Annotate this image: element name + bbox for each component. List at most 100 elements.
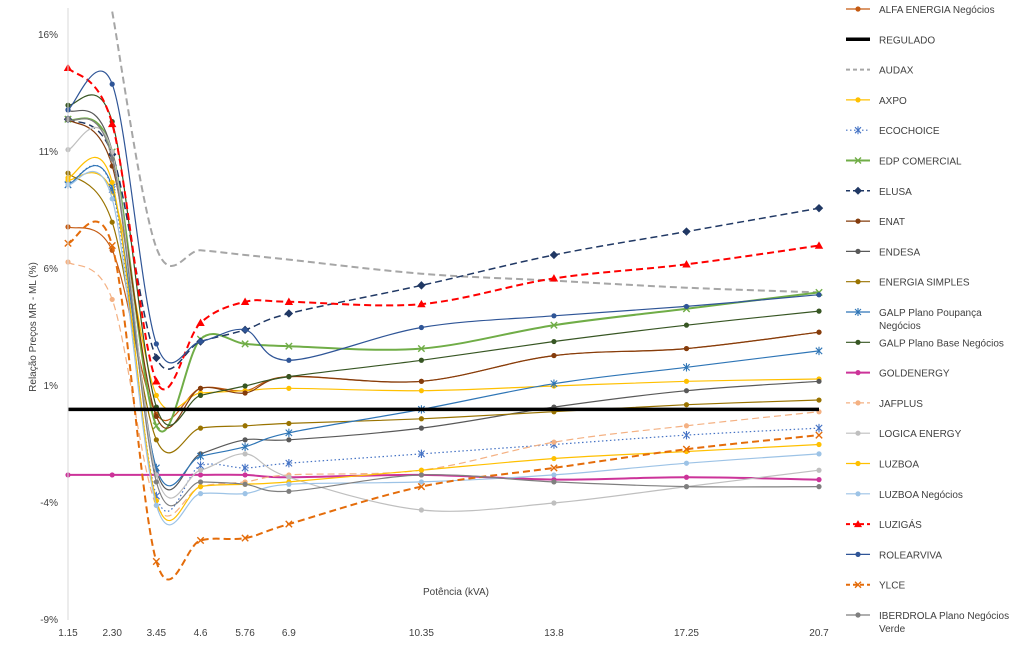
data-point xyxy=(551,313,557,319)
data-point xyxy=(286,488,292,494)
data-point xyxy=(196,318,205,327)
data-point xyxy=(286,385,292,391)
x-tick-label: 4.6 xyxy=(194,628,208,639)
series-6 xyxy=(63,115,824,370)
legend-item: ROLEARVIVA xyxy=(846,550,942,561)
data-point xyxy=(109,219,115,225)
data-point xyxy=(683,402,690,408)
data-point xyxy=(107,119,117,128)
series-16 xyxy=(65,170,822,526)
legend-item: ELUSA xyxy=(846,186,912,198)
y-tick-label: 16% xyxy=(38,30,58,41)
data-point xyxy=(418,425,425,431)
data-point xyxy=(417,281,426,290)
x-tick-label: 5.76 xyxy=(235,628,255,639)
x-tick-label: 20.7 xyxy=(809,628,829,639)
legend-item: GALP Plano Poupança Negócios xyxy=(846,308,982,332)
legend-label: GALP Plano Poupança Negócios xyxy=(879,308,982,332)
data-point xyxy=(683,322,690,328)
legend-item: LUZIGÁS xyxy=(846,518,922,531)
data-point xyxy=(682,260,691,268)
data-point xyxy=(197,467,204,473)
legend-label: ENERGIA SIMPLES xyxy=(879,278,970,289)
data-point xyxy=(242,423,248,429)
series-line xyxy=(67,70,820,364)
data-point xyxy=(242,472,248,478)
data-point xyxy=(153,479,159,485)
x-axis-title: Potência (kVA) xyxy=(423,587,489,598)
series-14 xyxy=(65,126,822,513)
legend-label: LUZBOA Negócios xyxy=(879,490,963,501)
legend-label: YLCE xyxy=(879,581,905,592)
legend-item: AUDAX xyxy=(846,66,914,77)
legend-item: ALFA ENERGIA Negócios xyxy=(846,5,995,16)
data-point xyxy=(242,390,248,396)
legend-label: LUZIGÁS xyxy=(879,518,922,531)
legend-marker xyxy=(854,186,862,195)
data-point xyxy=(241,340,249,348)
data-point xyxy=(418,357,425,363)
legend-item: REGULADO xyxy=(846,35,935,46)
series-7 xyxy=(65,116,822,429)
data-point xyxy=(682,445,691,453)
data-point xyxy=(683,474,690,480)
data-point xyxy=(286,374,292,380)
data-point xyxy=(815,423,823,433)
legend-marker xyxy=(855,248,861,254)
legend-item: YLCE xyxy=(846,581,905,592)
data-point xyxy=(551,338,557,345)
data-point xyxy=(683,378,690,384)
data-point xyxy=(241,442,249,452)
legend-label: ELUSA xyxy=(879,187,912,198)
data-point xyxy=(815,346,823,356)
series-line xyxy=(67,94,820,426)
data-point xyxy=(153,437,159,443)
y-axis-title: Relação Preços MR - ML (%) xyxy=(28,262,39,392)
data-point xyxy=(241,463,249,473)
data-point xyxy=(197,479,204,485)
data-point xyxy=(418,324,425,331)
data-point xyxy=(197,392,204,398)
legend-item: LUZBOA Negócios xyxy=(846,490,963,501)
legend-item: GOLDENERGY xyxy=(846,369,950,380)
data-point xyxy=(285,342,293,350)
legend-item: AXPO xyxy=(846,96,907,107)
legend-marker xyxy=(855,400,861,406)
data-point xyxy=(551,455,557,462)
data-point xyxy=(153,392,159,398)
data-point xyxy=(197,338,204,345)
legend-label: REGULADO xyxy=(879,35,935,46)
data-point xyxy=(551,352,557,359)
data-point xyxy=(286,357,292,363)
legend: ALFA ENERGIA Negócios REGULADO AUDAX AXPO EC… xyxy=(846,5,1009,635)
legend-item: LUZBOA xyxy=(846,460,919,471)
legend-label: ECOCHOICE xyxy=(879,126,940,137)
x-tick-label: 13.8 xyxy=(544,628,564,639)
data-point xyxy=(285,428,293,437)
series-line xyxy=(67,172,820,411)
data-point xyxy=(551,479,557,485)
data-point xyxy=(683,303,690,310)
data-point xyxy=(285,520,293,528)
series-line xyxy=(67,172,820,454)
series-11 xyxy=(65,94,822,426)
data-point xyxy=(815,431,823,439)
legend-item: IBERDROLA Plano Negócios Verde xyxy=(846,611,1009,635)
y-tick-label: 6% xyxy=(44,264,59,275)
data-point xyxy=(816,308,822,314)
data-point xyxy=(551,472,557,478)
legend-marker xyxy=(854,157,862,164)
series-17 xyxy=(63,63,824,391)
data-point xyxy=(152,422,161,430)
data-point xyxy=(109,196,115,202)
y-tick-label: 11% xyxy=(39,147,58,158)
x-tick-label: 6.9 xyxy=(282,628,296,639)
series-line xyxy=(67,67,820,391)
data-point xyxy=(286,474,292,480)
data-point xyxy=(417,344,426,353)
legend-label: JAFPLUS xyxy=(879,399,923,410)
data-point xyxy=(816,329,822,335)
data-point xyxy=(153,341,159,347)
data-point xyxy=(816,451,822,457)
